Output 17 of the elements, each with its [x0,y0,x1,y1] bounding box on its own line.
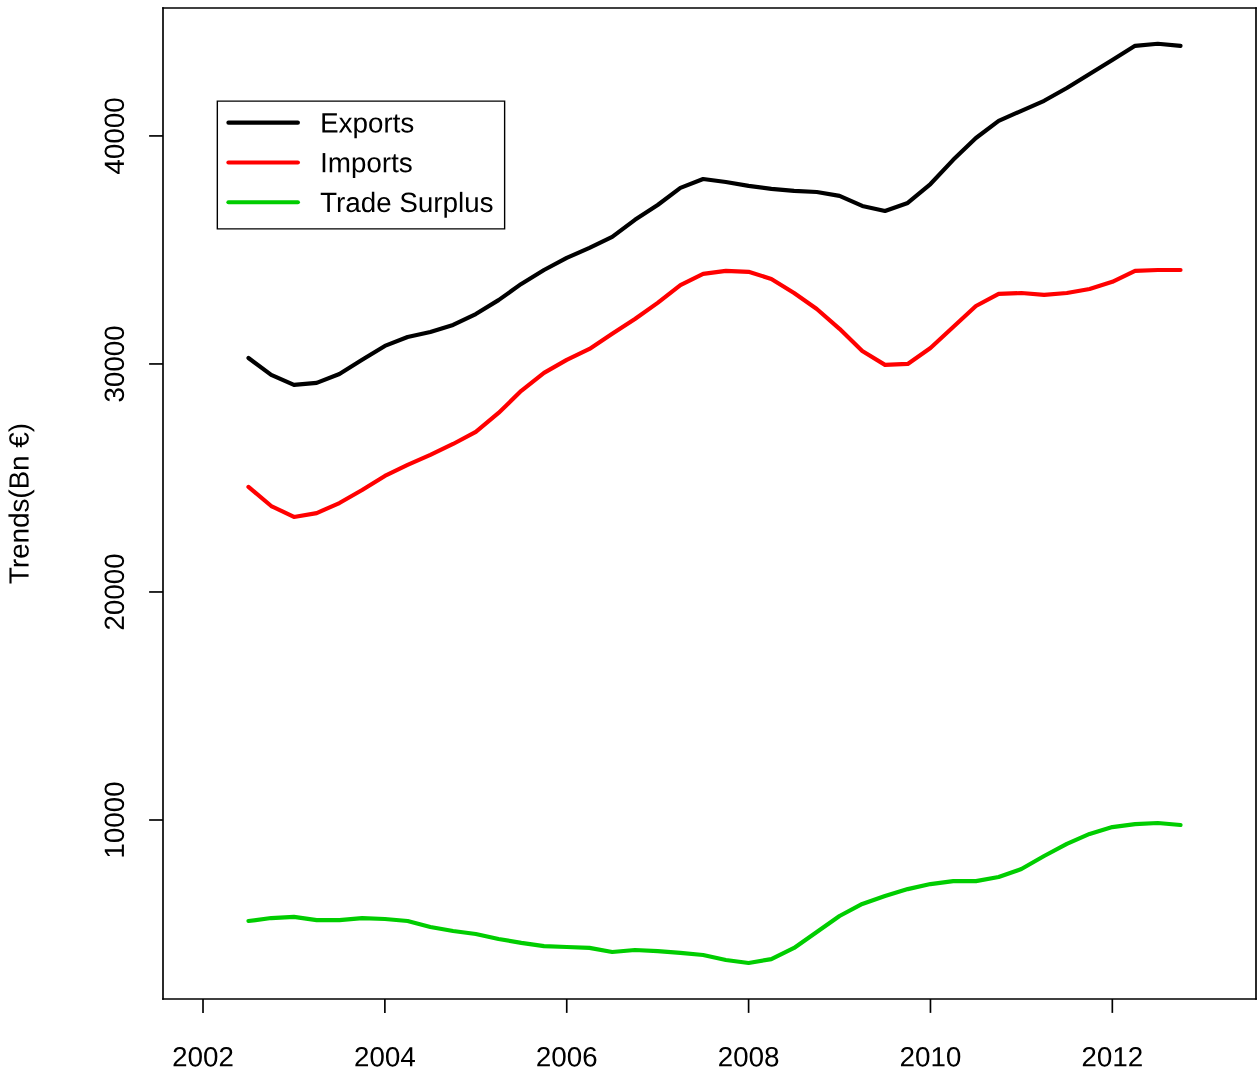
y-axis-title: Trends(Bn €) [8,424,35,584]
line-series [246,41,1183,388]
y-tick-label: 20000 [104,554,125,630]
x-tick-label: 2010 [900,1046,961,1067]
line-series [246,820,1183,966]
legend-label: Imports [322,153,412,178]
x-tick-label: 2012 [1082,1046,1142,1067]
y-tick-label: 30000 [104,326,125,402]
x-tick-label: 2006 [537,1046,597,1067]
legend-label: Exports [322,113,414,139]
x-tick-label: 2004 [355,1046,415,1067]
y-tick-label: 10000 [104,782,125,857]
legend-label: Trade Surplus [320,191,493,218]
x-tick-label: 2008 [719,1046,779,1067]
x-tick-label: 2002 [173,1046,233,1067]
line-series [246,267,1183,520]
y-tick-label: 40000 [104,98,125,174]
